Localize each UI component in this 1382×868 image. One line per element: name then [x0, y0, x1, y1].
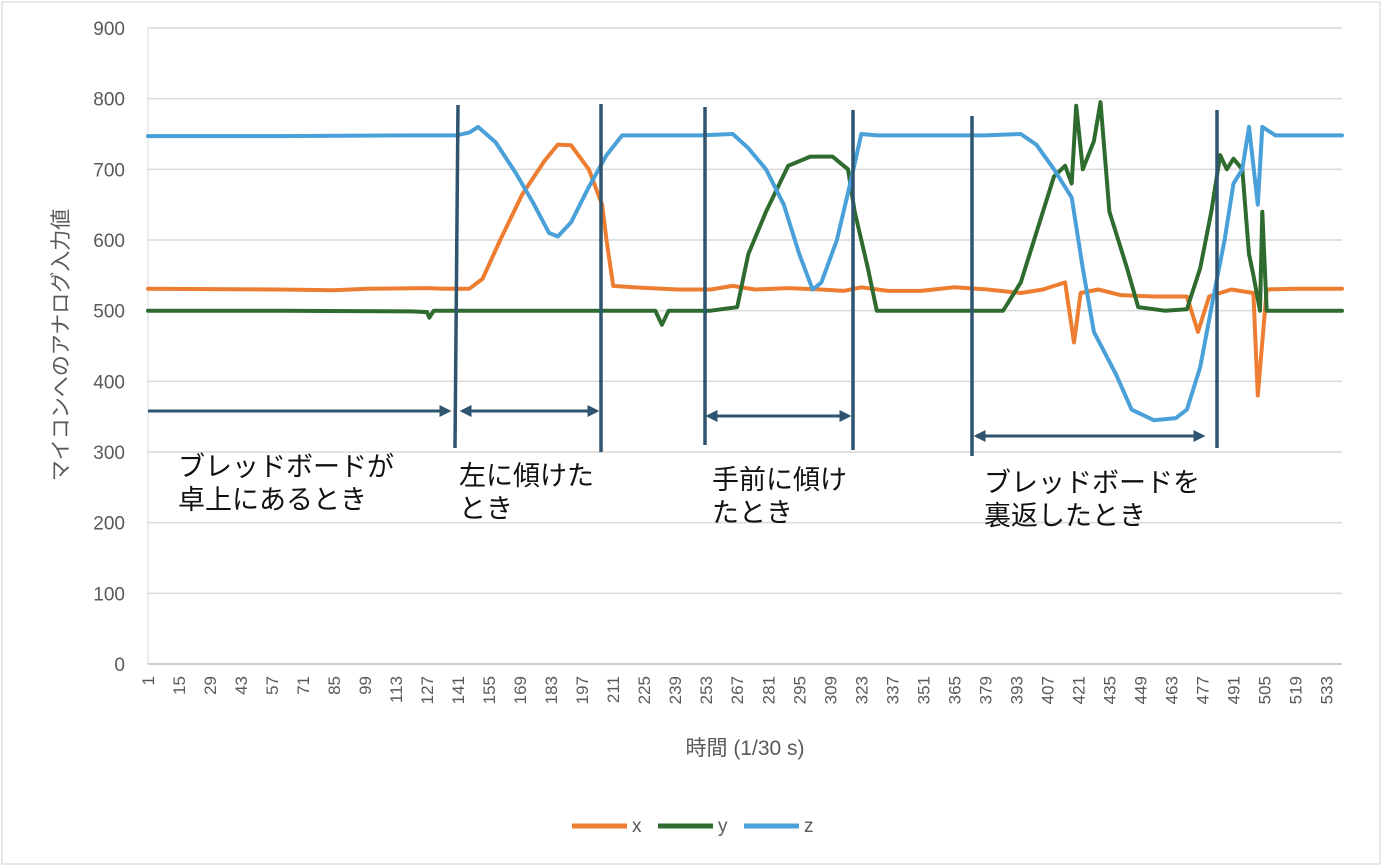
x-tick-label: 267 [728, 676, 747, 704]
legend-label-x: x [632, 816, 642, 837]
x-tick-label: 505 [1255, 676, 1274, 704]
x-tick-label: 225 [635, 676, 654, 704]
x-tick-label: 253 [697, 676, 716, 704]
annotation-divider-line [453, 104, 460, 449]
x-tick-label: 113 [387, 676, 406, 703]
legend: x y z [572, 816, 814, 837]
y-axis-title: マイコンへのアナログ入力値 [50, 209, 73, 482]
x-tick-label: 477 [1193, 676, 1212, 704]
annotation-tilt-left: 左に傾けた とき [459, 461, 594, 525]
x-tick-label: 337 [883, 676, 902, 704]
x-tick-label: 463 [1162, 676, 1181, 704]
x-tick-label: 295 [790, 676, 809, 704]
x-tick-label: 309 [821, 676, 840, 704]
x-tick-label: 323 [852, 676, 871, 704]
x-tick-label: 211 [604, 676, 623, 703]
x-tick-label: 183 [542, 676, 561, 704]
y-tick-label: 0 [114, 655, 125, 676]
y-tick-labels: 0 100 200 300 400 500 600 700 800 900 [93, 19, 125, 676]
y-tick-label: 500 [93, 302, 125, 323]
x-tick-label: 435 [1100, 676, 1119, 704]
x-tick-label: 351 [914, 676, 933, 704]
x-tick-labels: 1 15 29 43 57 71 85 99 113 127 141 155 169 183 197 211 2… [139, 676, 1336, 704]
y-tick-label: 300 [93, 443, 125, 464]
x-tick-label: 127 [418, 676, 437, 704]
x-tick-label: 141 [449, 676, 468, 704]
annotation-tilt-forward: 手前に傾け たとき [712, 465, 847, 529]
x-tick-label: 71 [294, 676, 313, 695]
x-tick-label: 29 [201, 676, 220, 695]
x-tick-label: 281 [759, 676, 778, 704]
y-tick-label: 900 [93, 19, 125, 40]
x-tick-label: 379 [976, 676, 995, 704]
x-tick-label: 57 [263, 676, 282, 695]
series-lines [146, 100, 1344, 423]
y-tick-label: 600 [93, 231, 125, 252]
x-tick-label: 239 [666, 676, 685, 704]
x-tick-label: 85 [325, 676, 344, 695]
legend-label-z: z [804, 816, 814, 837]
x-tick-label: 99 [356, 676, 375, 695]
x-tick-label: 365 [945, 676, 964, 704]
x-tick-label: 407 [1038, 676, 1057, 704]
series-line-y [146, 100, 1344, 327]
series-line-x [146, 142, 1344, 398]
y-tick-label: 400 [93, 372, 125, 393]
annotation-flipped: ブレッドボードを 裏返したとき [984, 468, 1200, 532]
y-tick-label: 200 [93, 514, 125, 535]
x-tick-label: 155 [480, 676, 499, 704]
x-tick-label: 197 [573, 676, 592, 704]
series-line-z [146, 124, 1344, 423]
y-tick-label: 800 [93, 90, 125, 111]
legend-label-y: y [718, 816, 728, 837]
x-tick-label: 43 [232, 676, 251, 695]
x-tick-label: 393 [1007, 676, 1026, 704]
x-tick-label: 533 [1317, 676, 1336, 704]
x-axis-title: 時間 (1/30 s) [685, 737, 804, 760]
x-tick-label: 491 [1224, 676, 1243, 704]
x-tick-label: 15 [170, 676, 189, 695]
x-tick-label: 421 [1069, 676, 1088, 704]
annotation-markers [148, 104, 1219, 456]
x-tick-label: 1 [139, 676, 158, 685]
annotation-on-desk: ブレッドボードが 卓上にあるとき [178, 452, 394, 516]
x-tick-label: 519 [1286, 676, 1305, 704]
x-tick-label: 169 [511, 676, 530, 704]
y-tick-label: 700 [93, 160, 125, 181]
x-tick-label: 449 [1131, 676, 1150, 704]
y-tick-label: 100 [93, 584, 125, 605]
